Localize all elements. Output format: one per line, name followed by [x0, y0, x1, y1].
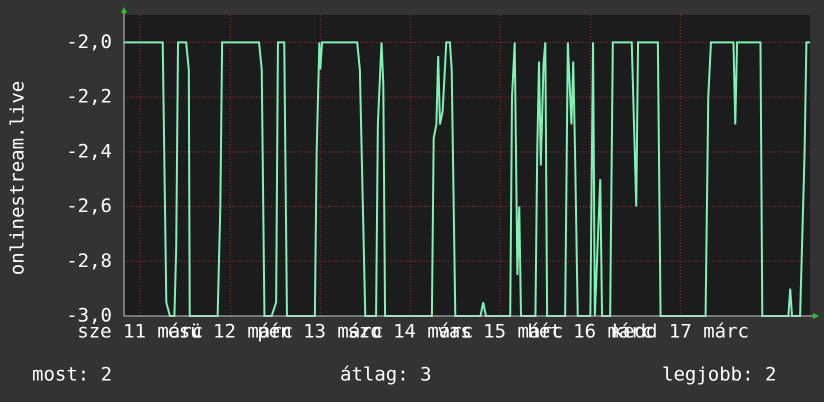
stat-label: most: 2 — [32, 364, 112, 386]
y-tick-label: -2,8 — [66, 250, 112, 272]
stat-label: átlag: 3 — [340, 364, 432, 386]
plot-area — [124, 15, 810, 316]
x-tick-label: kedd 17 márc — [612, 321, 749, 343]
y-tick-label: -2,0 — [66, 31, 112, 53]
y-tick-label: -2,6 — [66, 195, 112, 217]
y-tick-label: -2,2 — [66, 86, 112, 108]
x-tick-label: csü 12 márc — [167, 321, 293, 343]
x-arrow — [813, 313, 819, 319]
x-tick-label: hét 16 márc — [527, 321, 653, 343]
y-tick-label: -3,0 — [66, 305, 112, 327]
y-tick-label: -2,4 — [66, 140, 112, 162]
x-tick-label: szo 14 márc — [347, 321, 473, 343]
x-tick-label: sze 11 márc — [77, 321, 203, 343]
stat-label: legjobb: 2 — [662, 364, 776, 386]
y-axis-label: onlinestream.live — [7, 81, 29, 275]
x-tick-label: pén 13 márc — [257, 321, 383, 343]
y-arrow — [121, 7, 127, 13]
x-tick-label: vas 15 márc — [437, 321, 563, 343]
